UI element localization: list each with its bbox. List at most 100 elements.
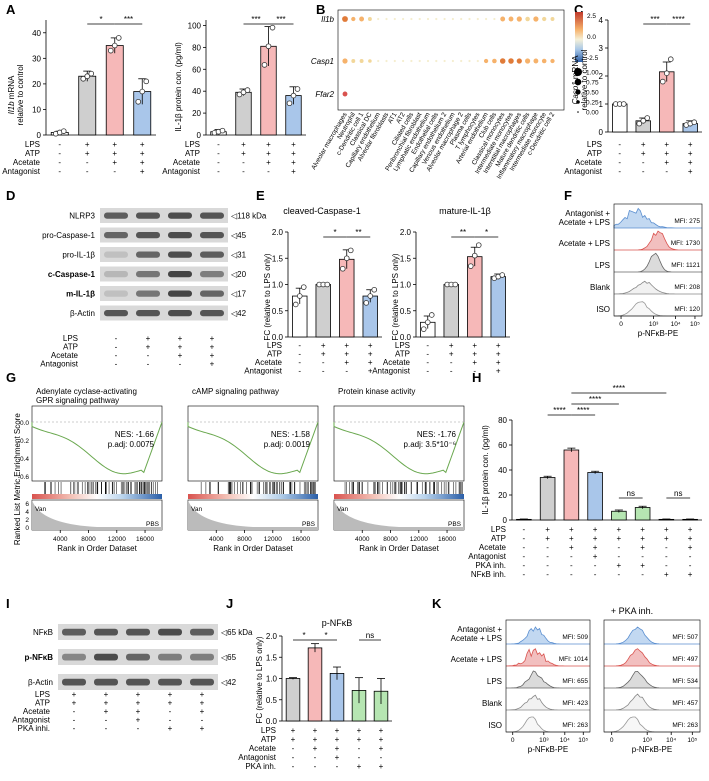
e-left-data-point (343, 255, 350, 262)
a-left-data-point (139, 88, 146, 95)
e-right-data-point (467, 263, 474, 269)
d-blot-band (104, 271, 128, 278)
e-left-cond-value: - (298, 341, 301, 350)
a-left-bar (105, 45, 124, 136)
h-cond-value: - (665, 552, 668, 561)
f-mfi-label: MFI: 120 (674, 306, 700, 313)
d-cond-value: - (115, 351, 118, 360)
g-3-x-tick-label: 16000 (438, 536, 456, 543)
a-left-ylabel: Il1b mRNA (7, 75, 16, 114)
d-cond-value: + (146, 343, 151, 352)
k-left-row-label: Acetate + LPS (451, 655, 502, 664)
e-left-cond-value: + (344, 358, 349, 367)
h-cond-value: + (545, 525, 550, 534)
f-x-tick-label: 0 (619, 321, 623, 328)
d-blot-band (168, 310, 192, 317)
j-y-tick-label: 1.5 (266, 653, 278, 662)
panel-label-e: E (256, 188, 265, 203)
e-left-y-tick-label: 2.0 (272, 228, 284, 237)
g-3-van-label: Van (337, 506, 348, 513)
d-cond-value: + (178, 343, 183, 352)
j-y-tick-label: 1.0 (266, 675, 278, 684)
e-left-cond-value: - (322, 367, 325, 376)
f-mfi-label: MFI: 1121 (671, 262, 700, 269)
e-right-data-point (428, 312, 435, 318)
b-dot (476, 59, 479, 63)
a-left-cond-value: + (140, 149, 145, 158)
a-left-cond-row-label: Acetate (13, 158, 41, 167)
c-cond-value: - (665, 167, 668, 176)
e-left-cond-value: - (298, 367, 301, 376)
i-blot-band (190, 628, 214, 636)
h-cond-value: - (665, 561, 668, 570)
d-cond-value: - (115, 343, 118, 352)
e-left-cond-value: - (345, 367, 348, 376)
f-mfi-label: MFI: 275 (674, 218, 700, 225)
j-sig-label: * (302, 631, 305, 640)
c-sig-label: **** (672, 15, 684, 24)
a-left-data-point (115, 35, 122, 41)
f-row-label: Antagonist + (565, 209, 610, 218)
g-2-x-tick-label: 16000 (292, 536, 310, 543)
g-2-x-label: Rank in Order Dataset (213, 544, 293, 553)
a-left-y-tick-label: 10 (32, 105, 41, 114)
a-left-sig-label: * (99, 15, 102, 24)
h-cond-value: + (593, 552, 598, 561)
c-cond-value: + (688, 167, 693, 176)
a-right-cond-value: - (242, 167, 245, 176)
h-cond-value: + (688, 570, 693, 579)
c-ylabel: Casp1 mRNA (571, 55, 580, 105)
h-cond-value: + (569, 534, 574, 543)
i-blot-band (94, 678, 118, 686)
h-cond-value: - (546, 561, 549, 570)
j-cond-value: - (358, 753, 361, 762)
h-y-tick-label: 40 (498, 466, 507, 475)
k-left-x-tick-label: 10⁴ (560, 737, 570, 744)
g-1-pbs-label: PBS (146, 521, 160, 528)
b-dot (460, 59, 463, 63)
b-celltype-label: AT1 (387, 111, 399, 125)
g-es-y-tick-label: -0.2 (18, 438, 30, 445)
a-left-cond-value: - (113, 167, 116, 176)
i-blot-band (126, 653, 150, 661)
e-left-cond-row-label: LPS (267, 341, 282, 350)
g-ylabel-top: Enrichment Score (13, 413, 22, 477)
a-right-cond-row-label: ATP (185, 149, 200, 158)
h-cond-value: - (689, 552, 692, 561)
i-cond-value: + (136, 716, 141, 725)
g-3-x-label: Rank in Order Dataset (359, 544, 439, 553)
d-blot-strip (100, 286, 228, 301)
j-cond-value: + (313, 735, 318, 744)
d-cond-value: - (115, 360, 118, 369)
d-blot-row-label: m-IL-1β (66, 290, 95, 299)
a-right-cond-value: + (266, 158, 271, 167)
b-dot (418, 59, 421, 63)
a-right-cond-value: + (291, 140, 296, 149)
a-left-y-tick-label: 0 (37, 131, 42, 140)
e-right-cond-value: + (496, 358, 501, 367)
d-cond-value: - (115, 334, 118, 343)
h-cond-row-label: ATP (491, 534, 506, 543)
a-left-data-point (80, 75, 87, 82)
i-cond-value: - (73, 707, 76, 716)
c-cond-row-label: Acetate (575, 158, 603, 167)
b-dot (385, 59, 388, 63)
e-left-chart: 0.00.51.01.52.0 * ** (272, 228, 382, 342)
j-cond-row-label: ATP (261, 735, 276, 744)
c-cond-value: + (688, 149, 693, 158)
b-dot (377, 59, 380, 63)
h-sig-label: **** (613, 384, 625, 393)
d-blot-size-marker: ◁42 (231, 309, 247, 318)
k-left-histogram (506, 670, 590, 689)
g-2-padj: p.adj: 0.0019 (264, 440, 311, 449)
c-cond-row-label: LPS (587, 140, 602, 149)
g-2-rank-bar (188, 494, 318, 499)
j-cond-value: + (313, 744, 318, 753)
c-cond-value: - (618, 167, 621, 176)
h-cond-value: + (569, 543, 574, 552)
d-cond-value: + (178, 334, 183, 343)
e-left-cond-row-label: Acetate (255, 358, 283, 367)
h-cond-value: + (664, 534, 669, 543)
